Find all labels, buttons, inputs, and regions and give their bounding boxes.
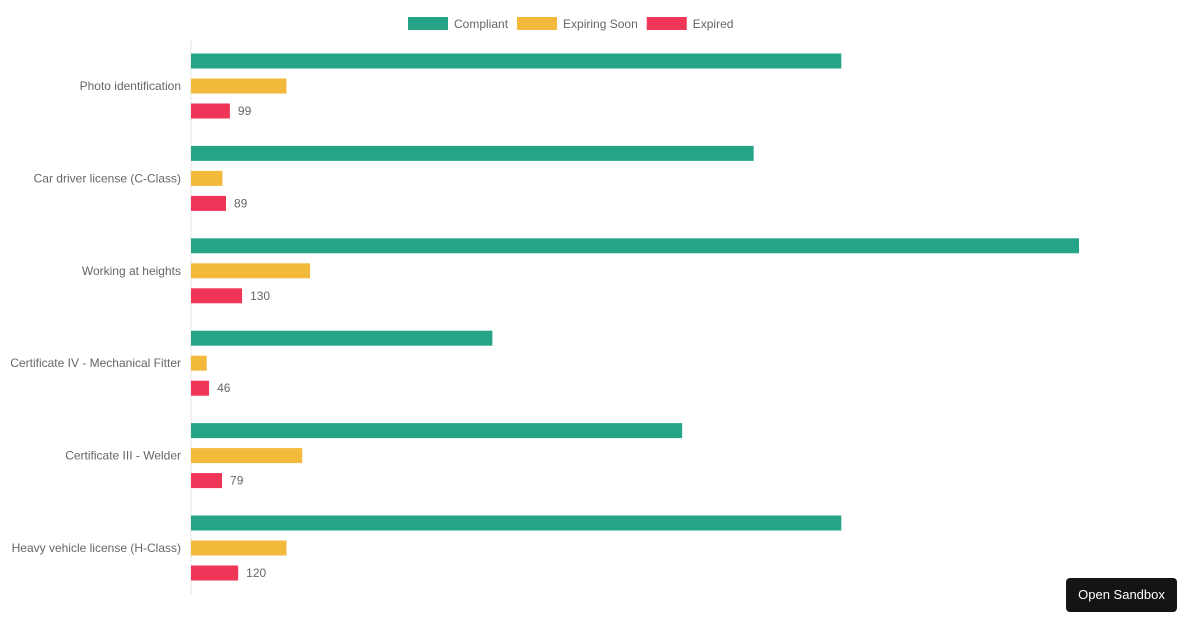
legend-label-compliant: Compliant: [454, 17, 509, 31]
bar-expiring-soon-car-driver-license-c-class: [191, 170, 223, 186]
bar-expired-photo-identification: [191, 103, 230, 119]
bar-compliant-photo-identification: [191, 53, 842, 69]
data-label-expired-photo-identification: 99: [238, 104, 252, 118]
bar-compliant-heavy-vehicle-license-h-class: [191, 515, 842, 531]
bar-expiring-soon-certificate-iv-mechanical-fitter: [191, 355, 207, 371]
bar-expiring-soon-photo-identification: [191, 78, 287, 94]
category-label-certificate-iii-welder: Certificate III - Welder: [65, 449, 181, 463]
data-label-expired-certificate-iv-mechanical-fitter: 46: [217, 381, 231, 395]
bar-expiring-soon-heavy-vehicle-license-h-class: [191, 540, 287, 556]
data-label-expired-car-driver-license-c-class: 89: [234, 196, 248, 210]
bar-expired-certificate-iv-mechanical-fitter: [191, 380, 210, 396]
bar-expired-working-at-heights: [191, 288, 243, 304]
category-label-certificate-iv-mechanical-fitter: Certificate IV - Mechanical Fitter: [10, 356, 181, 370]
legend-swatch-compliant: [408, 17, 448, 30]
bar-expiring-soon-working-at-heights: [191, 263, 311, 279]
data-label-expired-working-at-heights: 130: [250, 289, 270, 303]
bar-expired-car-driver-license-c-class: [191, 195, 226, 211]
bar-compliant-certificate-iii-welder: [191, 423, 683, 439]
open-sandbox-button[interactable]: Open Sandbox: [1066, 578, 1177, 612]
category-label-working-at-heights: Working at heights: [82, 264, 181, 278]
legend-swatch-expired: [646, 17, 687, 30]
category-label-photo-identification: Photo identification: [80, 79, 181, 93]
legend-swatch-expiring-soon: [517, 17, 558, 30]
bar-expired-heavy-vehicle-license-h-class: [191, 565, 239, 581]
data-label-expired-certificate-iii-welder: 79: [230, 474, 244, 488]
bar-expiring-soon-certificate-iii-welder: [191, 448, 303, 464]
legend-label-expired: Expired: [693, 17, 734, 31]
category-label-car-driver-license-c-class: Car driver license (C-Class): [34, 171, 181, 185]
bar-compliant-car-driver-license-c-class: [191, 145, 754, 161]
bar-compliant-certificate-iv-mechanical-fitter: [191, 330, 493, 346]
category-label-heavy-vehicle-license-h-class: Heavy vehicle license (H-Class): [12, 541, 181, 555]
bar-expired-certificate-iii-welder: [191, 473, 223, 489]
legend-label-expiring-soon: Expiring Soon: [563, 17, 638, 31]
data-label-expired-heavy-vehicle-license-h-class: 120: [246, 566, 266, 580]
bar-compliant-working-at-heights: [191, 238, 1079, 254]
